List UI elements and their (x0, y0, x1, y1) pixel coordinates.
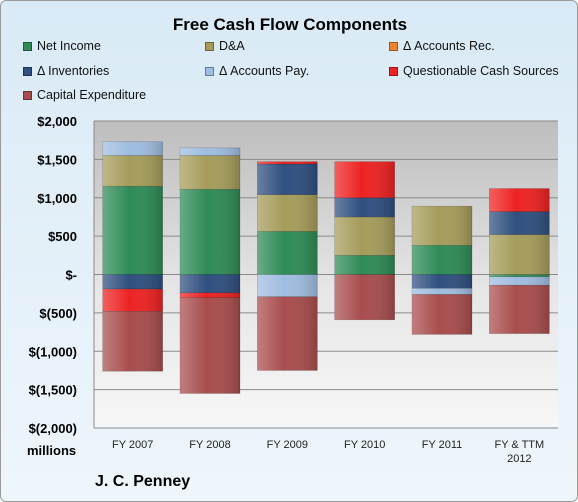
y-tick-label: $2,000 (37, 114, 77, 129)
legend-swatch (205, 41, 214, 51)
legend-label: Δ Accounts Rec. (403, 39, 495, 53)
bar-shine (180, 147, 240, 156)
bar-shine (257, 194, 318, 232)
x-tick-label: FY 2010 (344, 439, 385, 451)
legend-item: Δ Accounts Pay. (205, 64, 309, 78)
legend-label: Capital Expenditure (37, 88, 147, 102)
bar-shine (180, 292, 240, 298)
legend-swatch (205, 66, 214, 76)
x-tick-label: FY 2009 (267, 439, 308, 451)
bar-shine (334, 197, 395, 217)
legend-item: Net Income (23, 39, 101, 53)
legend-swatch (389, 66, 398, 76)
y-tick-label: $- (65, 268, 77, 283)
legend-item: Questionable Cash Sources (389, 64, 559, 78)
bar-shine (257, 163, 318, 195)
bar-shine (412, 206, 472, 246)
legend-label: Net Income (37, 39, 101, 53)
y-tick-label: $1,500 (37, 152, 77, 167)
bar-shine (489, 211, 550, 235)
legend-label: Questionable Cash Sources (403, 64, 559, 78)
company-name: J. C. Penney (95, 473, 191, 490)
y-tick-label: $(2,000) (29, 421, 77, 436)
bar-shine (257, 161, 318, 164)
bar-shine (102, 141, 163, 156)
bar-shine (489, 274, 550, 277)
legend-item: Δ Accounts Rec. (389, 39, 495, 53)
y-tick-label: $(500) (39, 306, 77, 321)
x-tick-label: FY 2011 (422, 439, 463, 451)
bar-shine (334, 255, 395, 275)
bar-shine (180, 297, 240, 394)
bar-shine (102, 186, 163, 275)
bar-shine (102, 274, 163, 290)
x-tick-label: FY & TTM 2012 (494, 439, 544, 465)
legend-item: Capital Expenditure (23, 88, 146, 102)
y-tick-label: $(1,500) (29, 383, 77, 398)
x-tick-label: FY 2008 (189, 439, 230, 451)
y-tick-label: $1,000 (37, 191, 77, 206)
bar-shine (257, 296, 318, 371)
bar-shine (257, 231, 318, 275)
legend-swatch (23, 41, 32, 51)
chart-legend: Net Income D&A Δ Accounts Rec. Δ Inventorie… (23, 37, 573, 109)
bar-shine (102, 155, 163, 187)
bar-shine (180, 274, 240, 293)
bar-shine (489, 234, 550, 275)
units-label: millions (27, 443, 77, 458)
bar-shine (489, 276, 550, 286)
bar-shine (257, 274, 318, 297)
bar-shine (489, 188, 550, 212)
bar-shine (412, 274, 472, 289)
legend-swatch (23, 66, 32, 76)
legend-label: Δ Inventories (37, 64, 110, 78)
legend-swatch (389, 41, 398, 51)
bar-shine (489, 285, 550, 334)
y-tick-label: $(1,000) (29, 344, 77, 359)
chart-title: Free Cash Flow Components (172, 15, 408, 34)
bar-shine (102, 311, 163, 372)
bar-shine (102, 289, 163, 312)
legend-label: Δ Accounts Pay. (219, 64, 310, 78)
bar-shine (180, 155, 240, 190)
bar-shine (412, 294, 472, 335)
legend-label: D&A (219, 39, 245, 53)
bar-shine (334, 216, 395, 256)
bar-shine (412, 245, 472, 275)
y-tick-label: $500 (48, 229, 77, 244)
bar-shine (180, 189, 240, 275)
bar-shine (334, 161, 395, 198)
legend-swatch (23, 90, 32, 100)
legend-item: D&A (205, 39, 245, 53)
bar-shine (334, 274, 395, 320)
x-tick-label: FY 2007 (112, 439, 153, 451)
bar-shine (412, 288, 472, 295)
legend-item: Δ Inventories (23, 64, 109, 78)
